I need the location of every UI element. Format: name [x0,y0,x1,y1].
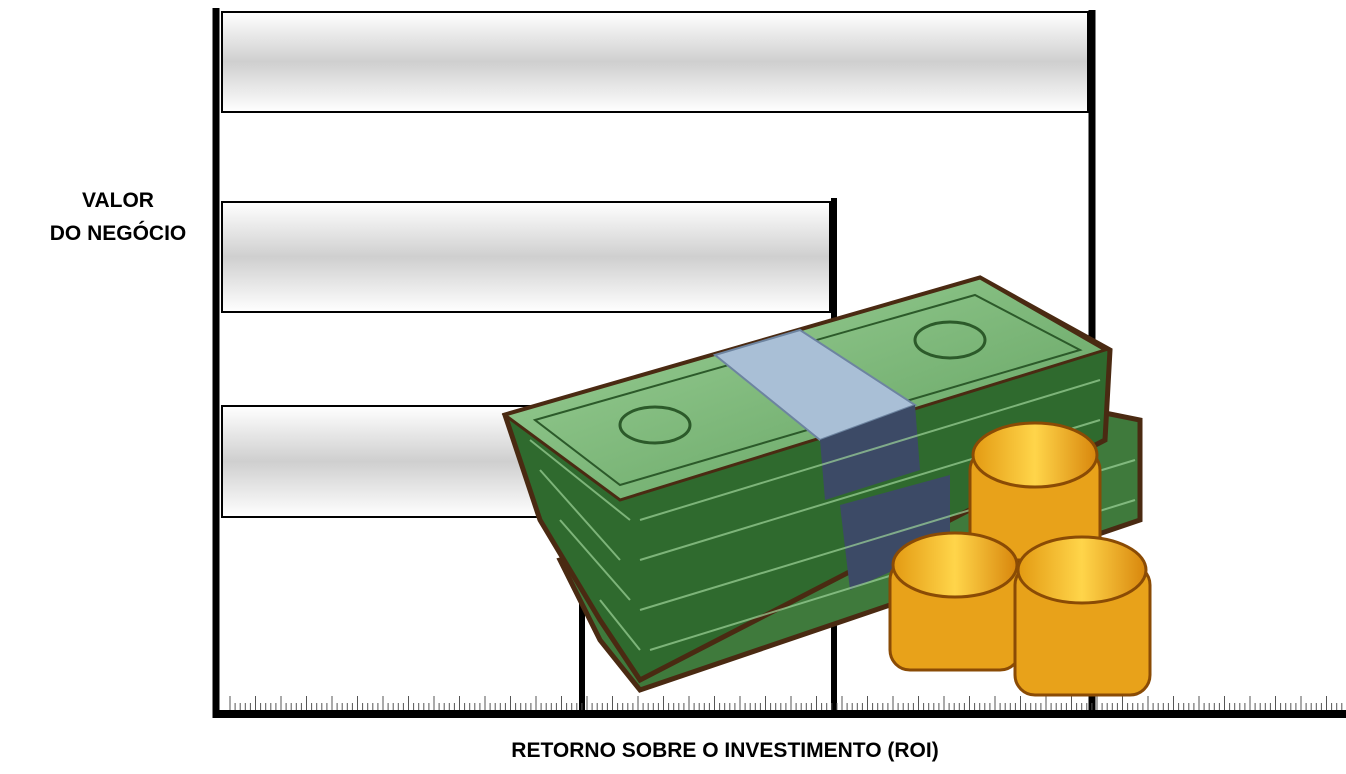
ruler-ticks [230,696,1342,710]
y-axis-label: VALOR [82,189,154,212]
y-axis-label: DO NEGÓCIO [50,221,187,245]
illustration: VALOR DO NEGÓCIO RETORNO SOBRE O INVESTI… [0,0,1346,774]
bar [222,202,830,312]
x-axis-label: RETORNO SOBRE O INVESTIMENTO (ROI) [511,739,938,762]
bar [222,12,1088,112]
